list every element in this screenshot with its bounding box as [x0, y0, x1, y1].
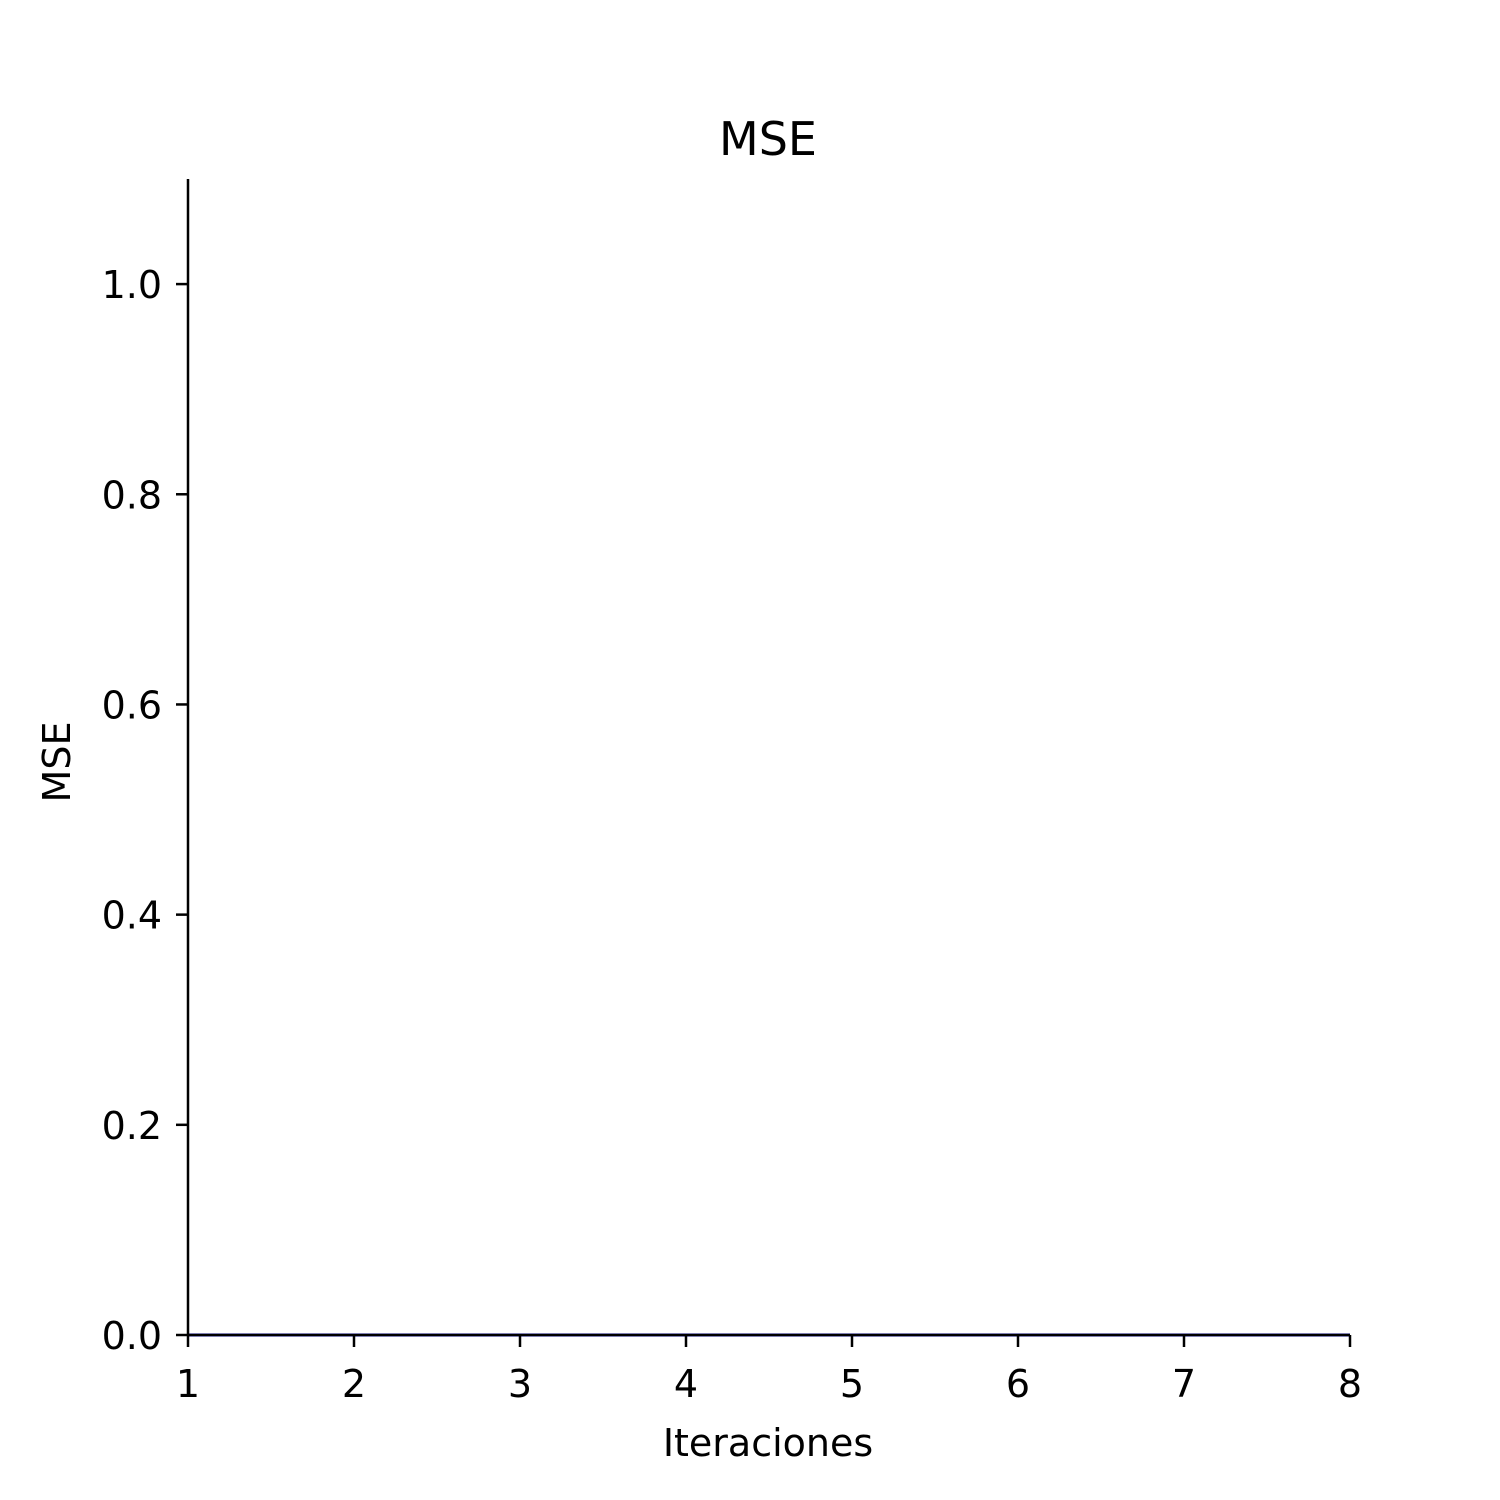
y-tick-label: 0.0 [102, 1314, 162, 1358]
x-tick-label: 4 [674, 1362, 698, 1406]
y-ticks: 0.0 0.2 0.4 0.6 0.8 1.0 [102, 263, 188, 1358]
chart-title: MSE [719, 112, 817, 166]
y-tick-label: 0.8 [102, 473, 162, 517]
y-tick-label: 0.2 [102, 1104, 162, 1148]
y-tick-label: 1.0 [102, 263, 162, 307]
y-tick-label: 0.4 [102, 894, 162, 938]
x-axis-label: Iteraciones [663, 1421, 873, 1465]
y-tick-label: 0.6 [102, 683, 162, 727]
x-tick-label: 3 [508, 1362, 532, 1406]
y-axis-label: MSE [35, 722, 79, 803]
x-ticks: 1 2 3 4 5 6 7 8 [176, 1335, 1362, 1406]
x-tick-label: 7 [1172, 1362, 1196, 1406]
x-tick-label: 6 [1006, 1362, 1030, 1406]
x-tick-label: 8 [1338, 1362, 1362, 1406]
x-tick-label: 2 [342, 1362, 366, 1406]
x-tick-label: 5 [840, 1362, 864, 1406]
x-tick-label: 1 [176, 1362, 200, 1406]
